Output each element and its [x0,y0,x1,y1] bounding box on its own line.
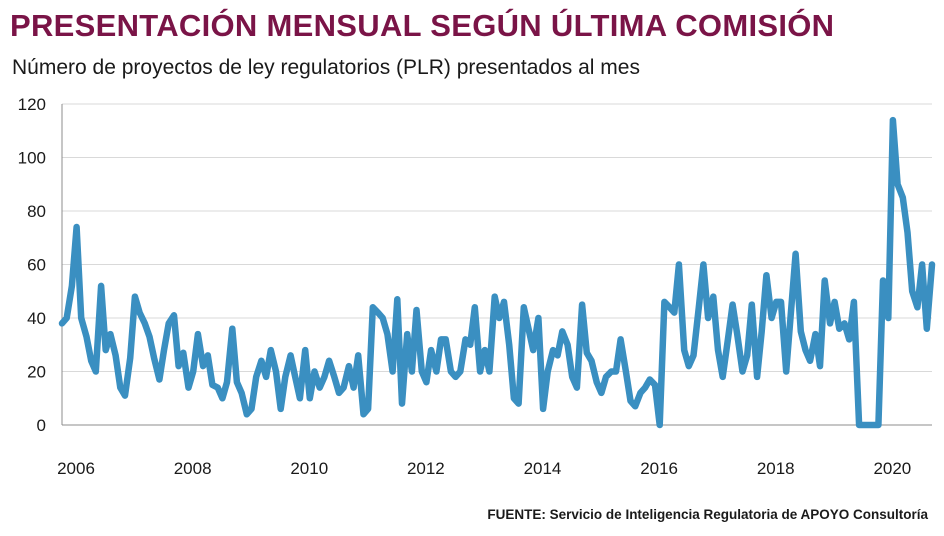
x-tick-label-2006: 2006 [57,459,95,478]
x-tick-label-2016: 2016 [640,459,678,478]
chart-title: PRESENTACIÓN MENSUAL SEGÚN ÚLTIMA COMISI… [10,8,835,43]
x-tick-label-2008: 2008 [174,459,212,478]
y-tick-label-100: 100 [18,149,46,168]
y-tick-label-20: 20 [27,363,46,382]
y-tick-label-120: 120 [18,95,46,114]
x-tick-label-2010: 2010 [290,459,328,478]
chart-subtitle: Número de proyectos de ley regulatorios … [12,56,640,79]
y-tick-label-0: 0 [37,416,46,435]
x-tick-label-2020: 2020 [873,459,911,478]
y-tick-labels: 0 20 40 60 80 100 120 [18,95,46,435]
y-tick-label-80: 80 [27,202,46,221]
series-layer [58,116,936,429]
x-tick-label-2014: 2014 [524,459,562,478]
y-tick-label-60: 60 [27,256,46,275]
x-tick-labels: 2006 2008 2010 2012 2014 2016 2018 2020 [57,459,911,478]
source-note: FUENTE: Servicio de Inteligencia Regulat… [487,507,928,522]
y-tick-label-40: 40 [27,309,46,328]
axes [61,104,932,426]
series-line-0 [58,116,936,429]
x-tick-label-2018: 2018 [757,459,795,478]
line-chart: 0 20 40 60 80 100 120 2006 2008 2010 2012 2014 2016… [18,95,936,478]
x-tick-label-2012: 2012 [407,459,445,478]
